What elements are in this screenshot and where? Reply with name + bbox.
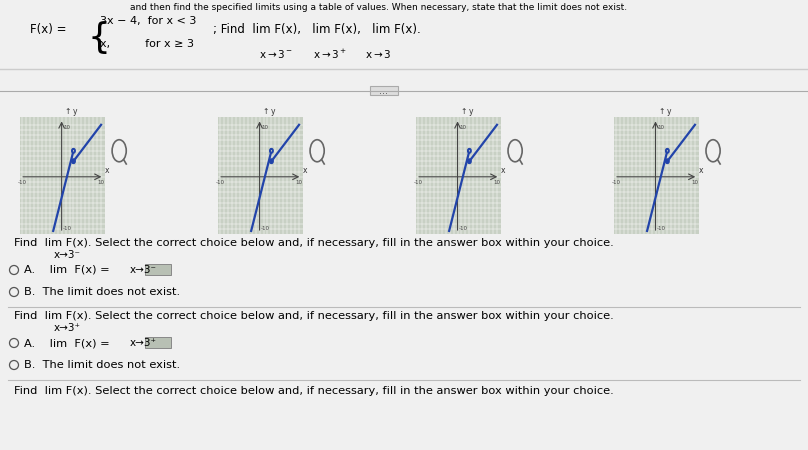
Circle shape bbox=[468, 149, 471, 153]
Text: -10: -10 bbox=[657, 226, 666, 231]
Text: 10: 10 bbox=[494, 180, 500, 185]
Bar bbox=[370, 86, 398, 95]
Text: A.    lim  F(x) =: A. lim F(x) = bbox=[24, 338, 110, 348]
Text: -10: -10 bbox=[414, 180, 423, 185]
Circle shape bbox=[666, 159, 669, 163]
Text: x: x bbox=[303, 166, 308, 175]
Text: ...: ... bbox=[380, 86, 389, 95]
Circle shape bbox=[270, 149, 273, 153]
Circle shape bbox=[270, 159, 273, 163]
Text: x: x bbox=[699, 166, 704, 175]
Text: x→3⁻: x→3⁻ bbox=[129, 265, 157, 275]
Text: ; Find  lim F(x),   lim F(x),   lim F(x).: ; Find lim F(x), lim F(x), lim F(x). bbox=[213, 22, 421, 36]
Text: $\uparrow$y: $\uparrow$y bbox=[459, 106, 474, 118]
Circle shape bbox=[72, 159, 75, 163]
Text: x: x bbox=[105, 166, 110, 175]
Text: -10: -10 bbox=[63, 226, 72, 231]
Bar bbox=[145, 337, 170, 348]
Text: -10: -10 bbox=[216, 180, 225, 185]
Text: $\uparrow$y: $\uparrow$y bbox=[63, 106, 78, 118]
Text: x→3⁺: x→3⁺ bbox=[129, 338, 157, 348]
Text: 10: 10 bbox=[692, 180, 698, 185]
Text: x$\rightarrow$3$^+$: x$\rightarrow$3$^+$ bbox=[313, 47, 347, 61]
Text: -10: -10 bbox=[459, 226, 468, 231]
Text: 10: 10 bbox=[657, 125, 664, 130]
Text: x→3⁻: x→3⁻ bbox=[54, 250, 81, 260]
Text: x,          for x ≥ 3: x, for x ≥ 3 bbox=[100, 39, 194, 49]
Text: F(x) =: F(x) = bbox=[30, 22, 66, 36]
Circle shape bbox=[666, 149, 669, 153]
Bar bbox=[145, 264, 170, 275]
Text: -10: -10 bbox=[612, 180, 621, 185]
Text: -10: -10 bbox=[261, 226, 270, 231]
Text: $\uparrow$y: $\uparrow$y bbox=[657, 106, 672, 118]
Text: A.    lim  F(x) =: A. lim F(x) = bbox=[24, 265, 110, 275]
Text: B.  The limit does not exist.: B. The limit does not exist. bbox=[24, 287, 180, 297]
Text: 3x − 4,  for x < 3: 3x − 4, for x < 3 bbox=[100, 16, 196, 26]
Text: 10: 10 bbox=[296, 180, 302, 185]
Text: and then find the specified limits using a table of values. When necessary, stat: and then find the specified limits using… bbox=[130, 3, 627, 12]
Circle shape bbox=[468, 159, 471, 163]
Text: Find  lim F(x). Select the correct choice below and, if necessary, fill in the a: Find lim F(x). Select the correct choice… bbox=[14, 311, 614, 321]
Text: B.  The limit does not exist.: B. The limit does not exist. bbox=[24, 360, 180, 370]
Text: Find  lim F(x). Select the correct choice below and, if necessary, fill in the a: Find lim F(x). Select the correct choice… bbox=[14, 386, 614, 396]
Text: x$\rightarrow$3: x$\rightarrow$3 bbox=[365, 48, 392, 60]
Circle shape bbox=[72, 149, 75, 153]
Text: {: { bbox=[88, 21, 111, 55]
Text: x→3⁺: x→3⁺ bbox=[54, 323, 81, 333]
Text: $\uparrow$y: $\uparrow$y bbox=[261, 106, 276, 118]
Text: 10: 10 bbox=[261, 125, 268, 130]
Text: 10: 10 bbox=[459, 125, 466, 130]
Text: x: x bbox=[501, 166, 506, 175]
Text: 10: 10 bbox=[98, 180, 104, 185]
Text: -10: -10 bbox=[18, 180, 27, 185]
Text: Find  lim F(x). Select the correct choice below and, if necessary, fill in the a: Find lim F(x). Select the correct choice… bbox=[14, 238, 614, 248]
Text: 10: 10 bbox=[63, 125, 70, 130]
Text: x$\rightarrow$3$^-$: x$\rightarrow$3$^-$ bbox=[259, 48, 293, 60]
